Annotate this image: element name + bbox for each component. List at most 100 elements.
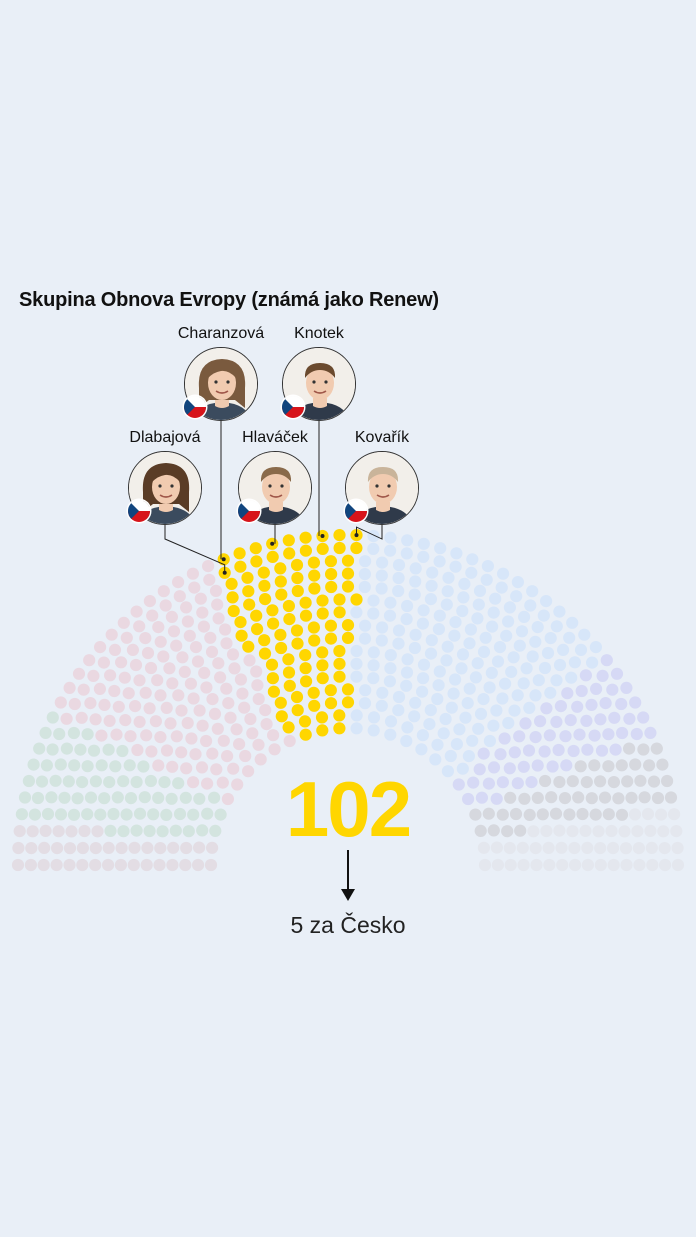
seat-renew	[333, 657, 346, 670]
seat-greens	[18, 791, 32, 804]
seat-non-attached	[527, 825, 540, 838]
seat-epp	[523, 701, 536, 715]
seat-renew	[291, 584, 304, 598]
seat-greens	[67, 808, 81, 821]
seat-id	[607, 776, 621, 789]
seat-non-attached	[581, 858, 595, 872]
seat-ecr	[540, 702, 553, 715]
seat-epp	[437, 727, 450, 740]
mep-photo-kovarik	[345, 451, 419, 525]
seat-epp	[367, 724, 380, 737]
seat-epp	[376, 621, 389, 634]
seat-socialists	[211, 722, 224, 735]
seat-socialists	[157, 585, 170, 598]
seat-renew	[290, 624, 304, 637]
seat-renew	[291, 637, 304, 650]
seat-epp	[493, 641, 507, 654]
seat-greens	[46, 711, 59, 724]
seat-renew	[298, 715, 312, 728]
seat-socialists	[63, 681, 76, 695]
seat-epp	[367, 711, 381, 724]
seat-epp	[456, 648, 470, 661]
seat-socialists	[124, 730, 137, 743]
seat-renew	[299, 544, 312, 557]
seat-socialists	[191, 655, 205, 668]
seat-ecr	[575, 684, 588, 698]
seat-non-attached	[478, 858, 492, 872]
seat-epp	[495, 581, 508, 594]
connector-dot	[270, 541, 275, 546]
seat-greens	[172, 777, 185, 790]
seat-epp	[350, 722, 363, 735]
seat-socialists	[131, 743, 144, 757]
seat-non-attached	[619, 842, 633, 855]
seat-epp	[444, 749, 457, 763]
seat-ecr	[554, 700, 568, 713]
seat-greens	[53, 727, 66, 741]
seat-ecr	[620, 681, 633, 695]
seat-greens	[201, 807, 214, 820]
seat-ecr	[629, 696, 642, 709]
seat-renew	[333, 541, 346, 555]
seat-left	[63, 858, 76, 872]
seat-id	[602, 760, 615, 773]
seat-non-attached	[655, 808, 668, 821]
seat-ecr	[546, 760, 559, 773]
seat-non-attached	[644, 824, 657, 838]
seat-socialists	[200, 734, 213, 748]
seat-id	[589, 808, 602, 821]
seat-renew	[242, 640, 255, 653]
seat-socialists	[133, 620, 146, 633]
seat-socialists	[126, 643, 139, 657]
seat-epp	[358, 632, 372, 645]
seat-renew	[341, 631, 355, 645]
seat-renew	[275, 641, 288, 655]
seat-renew	[308, 699, 321, 712]
seat-epp	[544, 632, 557, 645]
seat-socialists	[194, 592, 207, 605]
seat-socialists	[187, 692, 200, 705]
seat-ecr	[606, 683, 619, 696]
seat-epp	[376, 686, 389, 699]
seat-renew	[333, 644, 346, 658]
seat-renew	[299, 649, 312, 662]
seat-left	[38, 841, 51, 855]
seat-epp	[383, 609, 397, 622]
seat-greens	[89, 775, 102, 788]
seat-renew	[265, 658, 279, 671]
seat-socialists	[60, 712, 73, 725]
seat-greens	[39, 726, 52, 740]
seat-renew	[307, 556, 320, 569]
seat-socialists	[181, 716, 194, 730]
seat-non-attached	[633, 858, 646, 872]
seat-socialists	[224, 711, 237, 724]
seat-greens	[103, 776, 116, 789]
seat-ecr	[580, 714, 593, 728]
seat-non-attached	[671, 841, 684, 855]
seat-greens	[152, 791, 165, 805]
seat-greens	[107, 807, 120, 821]
seat-epp	[384, 728, 397, 741]
seat-left	[115, 841, 128, 855]
seat-non-attached	[553, 824, 566, 837]
seat-greens	[98, 792, 111, 805]
seat-id	[623, 742, 636, 755]
seat-ecr	[581, 743, 594, 756]
seat-ecr	[637, 711, 650, 724]
seat-left	[89, 842, 102, 855]
seat-non-attached	[657, 825, 670, 838]
seat-epp	[471, 612, 484, 625]
seat-ecr	[538, 745, 551, 758]
arrow-head-icon	[341, 889, 355, 901]
seat-epp	[392, 690, 406, 704]
seat-left	[89, 858, 102, 872]
seat-epp	[367, 659, 380, 672]
connector-dot	[320, 534, 325, 538]
seat-epp	[358, 568, 371, 581]
seat-ecr	[477, 747, 490, 760]
seat-renew	[266, 604, 279, 617]
seat-renew	[283, 679, 296, 692]
seat-left	[50, 858, 63, 872]
mep-photo-dlabajova	[128, 451, 202, 525]
seat-renew	[225, 577, 238, 591]
